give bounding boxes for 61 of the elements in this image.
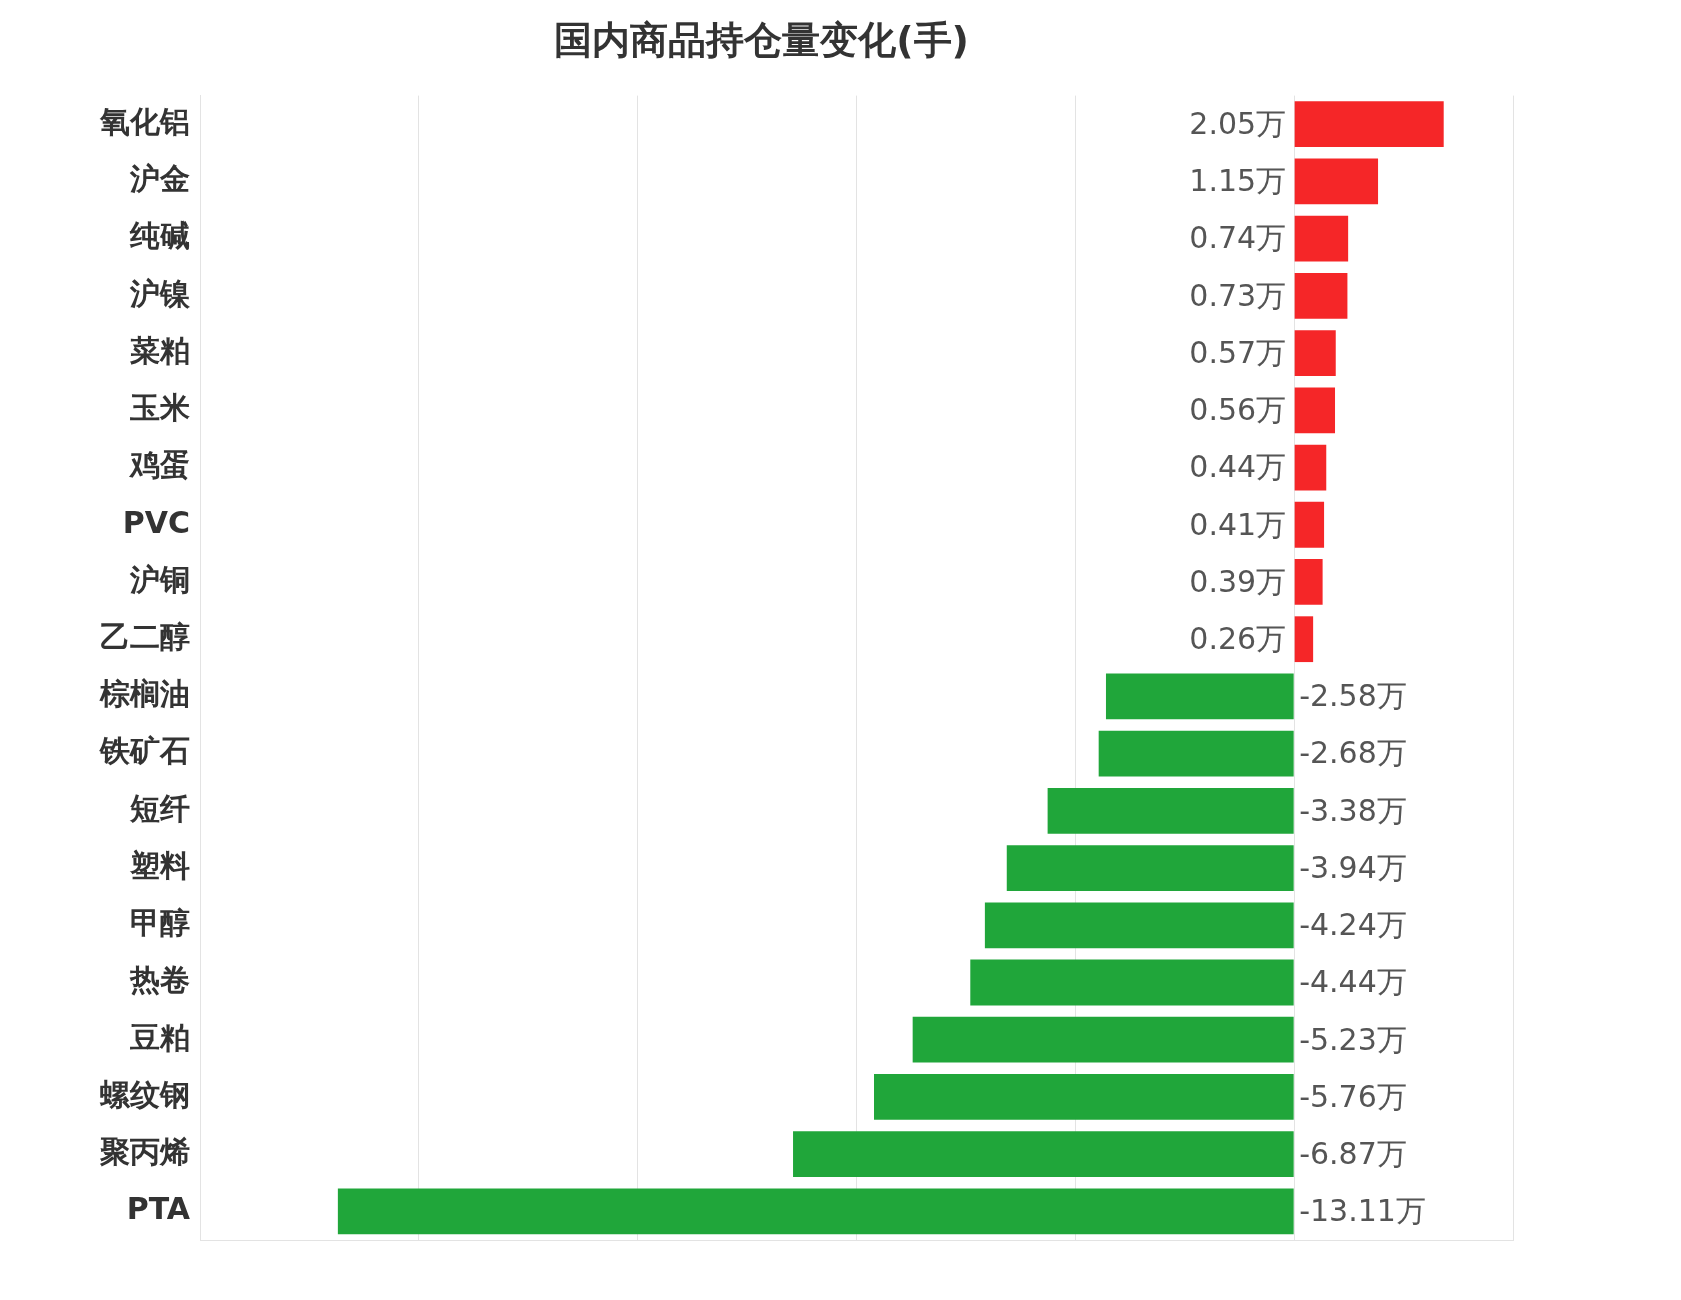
data-label: -3.38万 (1299, 792, 1407, 828)
data-label: -4.24万 (1299, 907, 1407, 943)
y-tick-label: 玉米 (129, 390, 190, 426)
y-tick-label: 螺纹钢 (99, 1076, 190, 1112)
y-tick-label: 聚丙烯 (99, 1133, 190, 1169)
data-label: -13.11万 (1299, 1193, 1426, 1229)
data-label: 0.41万 (1189, 506, 1287, 542)
bar (970, 959, 1294, 1006)
bar (1098, 730, 1294, 777)
data-label: -4.44万 (1299, 964, 1407, 1000)
y-tick-label: 甲醇 (130, 905, 190, 941)
bar (1294, 215, 1349, 262)
data-label: -2.58万 (1299, 678, 1407, 714)
bar (1294, 559, 1323, 605)
bar (984, 902, 1294, 949)
y-tick-label: 沪镍 (129, 275, 191, 311)
y-tick-label: 鸡蛋 (128, 447, 190, 483)
bar (1105, 673, 1294, 720)
y-tick-label: 沪铜 (129, 561, 190, 597)
data-label: 0.74万 (1189, 220, 1287, 256)
bar (1294, 272, 1348, 319)
bar (1294, 501, 1325, 548)
bar (1294, 158, 1379, 205)
bar (337, 1188, 1294, 1235)
bar (1047, 787, 1294, 834)
data-label: -5.23万 (1299, 1021, 1407, 1057)
y-tick-label: 氧化铝 (99, 104, 190, 140)
y-tick-label: 铁矿石 (99, 733, 190, 769)
bar (793, 1131, 1294, 1178)
y-tick-label: 沪金 (129, 161, 190, 197)
data-label: 0.73万 (1189, 277, 1287, 313)
data-label: 1.15万 (1189, 163, 1287, 199)
bar (1006, 845, 1294, 891)
data-label: -5.76万 (1299, 1078, 1407, 1114)
y-tick-label: 短纤 (129, 790, 190, 826)
data-label: -3.94万 (1299, 849, 1407, 885)
data-label: 0.56万 (1189, 392, 1287, 428)
bar (1294, 444, 1327, 491)
data-label: 0.39万 (1189, 563, 1287, 599)
data-label: 2.05万 (1189, 106, 1287, 142)
y-tick-label: 纯碱 (129, 218, 190, 254)
bar (1294, 101, 1444, 148)
y-tick-label: 菜粕 (129, 332, 190, 368)
y-tick-label: 棕榈油 (99, 676, 190, 712)
bar (1294, 330, 1336, 376)
data-label: -2.68万 (1299, 735, 1407, 771)
y-tick-label: PTA (126, 1191, 191, 1227)
y-tick-label: PVC (122, 504, 190, 540)
data-label: 0.57万 (1189, 334, 1287, 370)
data-label: 0.26万 (1189, 620, 1287, 656)
bar (1294, 616, 1314, 663)
y-tick-label: 塑料 (129, 847, 190, 883)
y-tick-label: 豆粕 (129, 1019, 190, 1055)
bar (1294, 387, 1336, 434)
data-label: -6.87万 (1299, 1135, 1407, 1171)
y-tick-label: 热卷 (129, 962, 190, 998)
bar (874, 1074, 1294, 1120)
y-tick-label: 乙二醇 (100, 618, 190, 654)
chart-title: 国内商品持仓量变化(手) (554, 17, 969, 62)
data-label: 0.44万 (1189, 449, 1287, 485)
bar (912, 1016, 1294, 1063)
